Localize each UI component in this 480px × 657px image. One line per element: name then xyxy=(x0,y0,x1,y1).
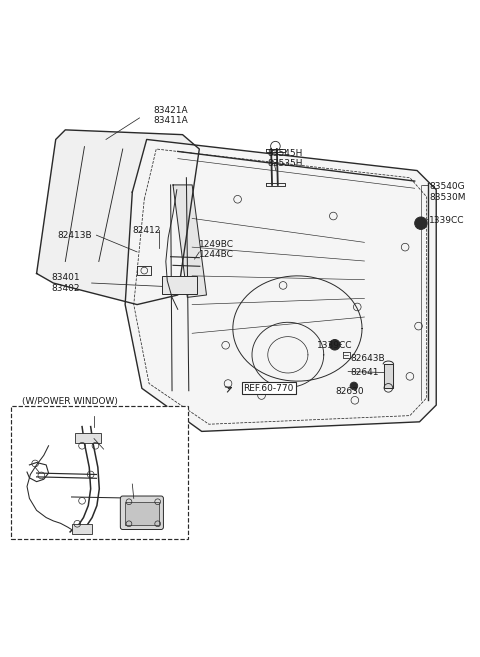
Text: 83545H
83535H: 83545H 83535H xyxy=(268,149,303,168)
Polygon shape xyxy=(384,365,393,388)
FancyBboxPatch shape xyxy=(120,496,163,530)
Polygon shape xyxy=(125,139,436,432)
Polygon shape xyxy=(36,130,199,305)
Text: REF.60-770: REF.60-770 xyxy=(243,384,294,393)
Bar xyxy=(72,524,92,534)
Text: 82413B: 82413B xyxy=(58,231,92,240)
Text: 1339CC: 1339CC xyxy=(317,341,352,350)
Text: 82460C
82450C: 82460C 82450C xyxy=(130,474,165,494)
Text: 83401
83402: 83401 83402 xyxy=(51,273,80,293)
Text: 82424C: 82424C xyxy=(17,468,52,476)
Text: (W/POWER WINDOW): (W/POWER WINDOW) xyxy=(22,397,118,406)
Text: 83540G
83530M: 83540G 83530M xyxy=(429,183,466,202)
Text: 83401
83402: 83401 83402 xyxy=(80,410,108,429)
Text: 83403
83404: 83403 83404 xyxy=(94,441,123,461)
Text: 1249BC
1244BC: 1249BC 1244BC xyxy=(199,240,234,260)
Text: 82630: 82630 xyxy=(336,387,364,396)
Text: 82412: 82412 xyxy=(132,226,161,235)
Text: 82641: 82641 xyxy=(350,368,379,377)
Text: 1339CC: 1339CC xyxy=(429,216,465,225)
Bar xyxy=(162,276,197,294)
Text: 83421A
83411A: 83421A 83411A xyxy=(153,106,188,125)
Bar xyxy=(75,433,101,443)
Polygon shape xyxy=(173,185,206,298)
Text: 82643B: 82643B xyxy=(350,353,384,363)
Bar xyxy=(11,406,188,539)
Circle shape xyxy=(415,217,427,229)
Bar xyxy=(125,502,158,525)
Circle shape xyxy=(350,382,358,390)
Circle shape xyxy=(329,340,340,350)
